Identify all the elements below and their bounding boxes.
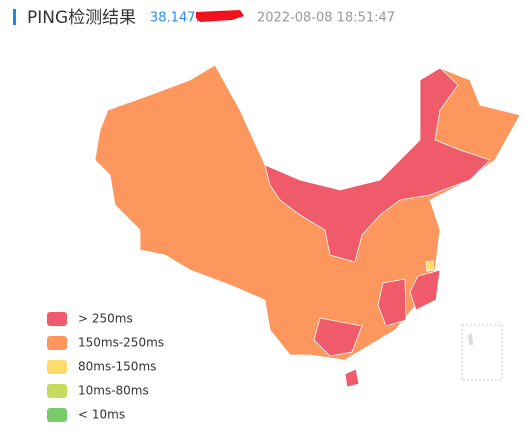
title-bar [13, 9, 16, 25]
china-map [94, 64, 521, 388]
legend-label: 150ms-250ms [78, 336, 164, 350]
legend-label: 80ms-150ms [78, 360, 156, 374]
legend-label: > 250ms [78, 312, 133, 326]
ip: 38.147. [150, 11, 200, 26]
map-region [377, 278, 407, 327]
islands-inset [461, 324, 503, 381]
legend-swatch [47, 336, 67, 350]
legend-label: < 10ms [78, 408, 125, 422]
timestamp: 2022-08-08 18:51:47 [257, 11, 395, 26]
legend-swatch [47, 408, 67, 422]
map-region [344, 368, 360, 388]
legend-label: 10ms-80ms [78, 384, 149, 398]
island [468, 333, 473, 345]
legend-swatch [47, 312, 67, 326]
map-region [313, 317, 363, 357]
legend-swatch [47, 384, 67, 398]
title: PING检测结果 [27, 8, 136, 28]
map-region [425, 260, 435, 272]
legend-swatch [47, 360, 67, 374]
map-region [409, 269, 441, 311]
map-region [264, 67, 491, 263]
redaction [196, 10, 244, 22]
legend: > 250ms 150ms-250ms 80ms-150ms 10ms-80ms < 1… [47, 312, 164, 422]
